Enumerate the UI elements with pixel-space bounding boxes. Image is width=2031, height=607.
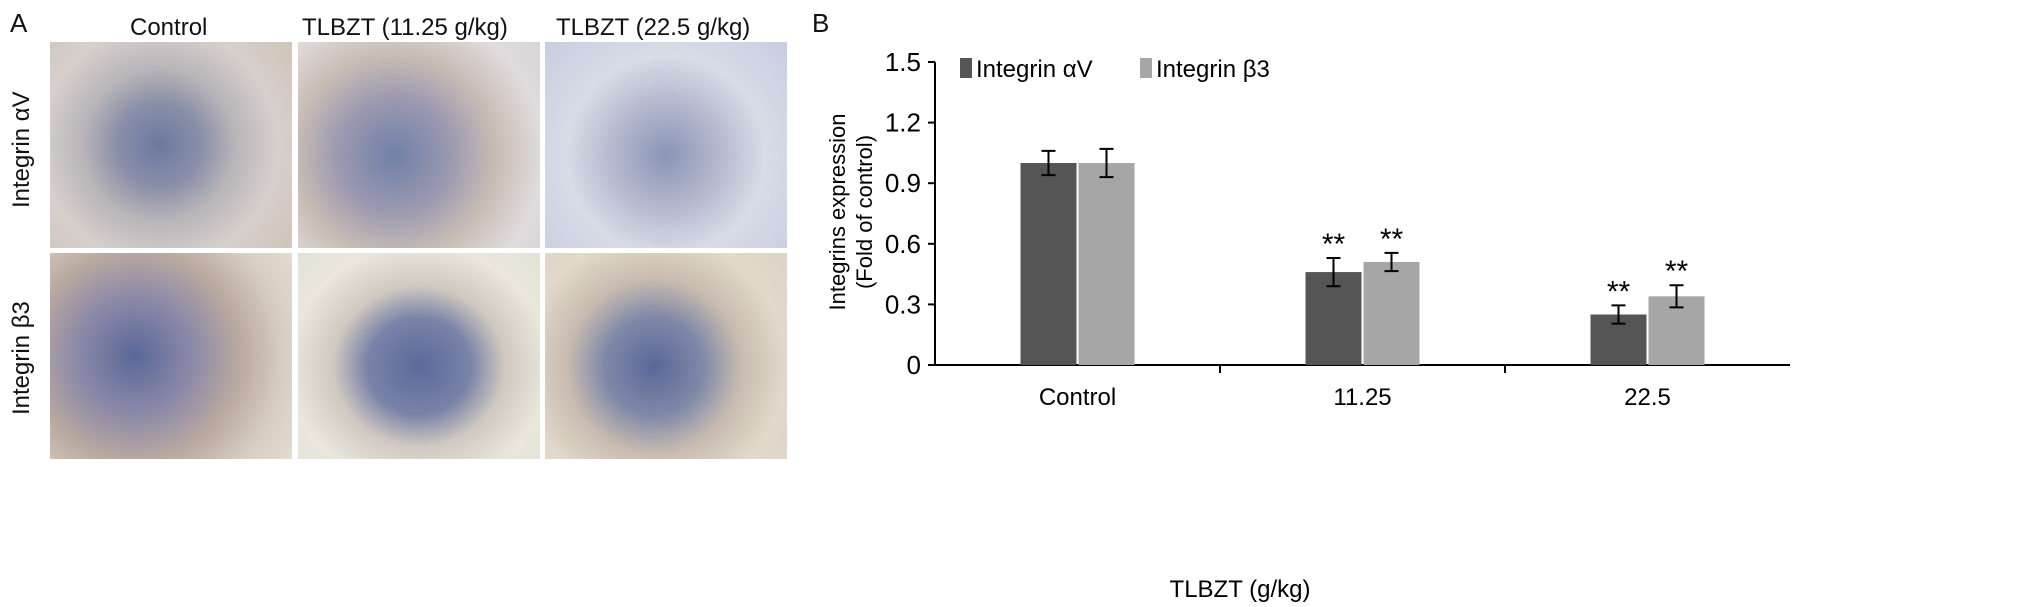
column-label-22-5: TLBZT (22.5 g/kg): [556, 14, 751, 41]
bar: [1305, 272, 1362, 365]
micrograph-11-25-integrin-b3: [298, 253, 540, 459]
legend-swatch-integrin-av: [960, 58, 972, 78]
x-tick-label: 11.25: [1333, 384, 1391, 411]
error-bar: [1384, 251, 1399, 273]
legend-swatch-integrin-b3: [1140, 58, 1152, 78]
y-tick-label: 1.2: [885, 108, 921, 138]
significance-marker: **: [1380, 223, 1404, 256]
error-bar: [1611, 304, 1626, 325]
micrograph-22-5-integrin-av: [545, 42, 787, 248]
y-tick-label: 0.6: [885, 229, 921, 259]
bar: [1078, 163, 1135, 365]
error-bar: [1326, 256, 1341, 288]
y-axis-label-line2: (Fold of control): [852, 135, 877, 289]
legend-label-integrin-b3: Integrin β3: [1156, 56, 1270, 83]
error-bar: [1669, 284, 1684, 309]
bar: [1020, 163, 1077, 365]
micrograph-control-integrin-b3: [50, 253, 292, 459]
significance-marker: **: [1665, 255, 1689, 288]
y-tick-label: 0.3: [885, 289, 921, 319]
y-tick-label: 1.5: [885, 47, 921, 77]
micrograph-control-integrin-av: [50, 42, 292, 248]
micrograph-11-25-integrin-av: [298, 42, 540, 248]
significance-marker: **: [1607, 275, 1631, 308]
x-tick-label: Control: [1039, 384, 1116, 411]
y-tick-label: 0: [907, 350, 921, 380]
y-tick-label: 0.9: [885, 168, 921, 198]
x-axis-label: TLBZT (g/kg): [1170, 576, 1311, 603]
column-label-control: Control: [130, 14, 208, 41]
significance-marker: **: [1322, 228, 1346, 261]
error-bar: [1041, 149, 1056, 177]
panel-b-label: B: [812, 8, 830, 38]
legend-label-integrin-av: Integrin αV: [976, 56, 1093, 83]
column-label-11-25: TLBZT (11.25 g/kg): [302, 14, 508, 41]
x-tick-label: 22.5: [1624, 384, 1671, 411]
panel-a-label: A: [10, 8, 28, 38]
error-bar: [1099, 147, 1114, 179]
bar: [1363, 261, 1420, 365]
micrograph-22-5-integrin-b3: [545, 253, 787, 459]
y-axis-label-line1: Integrins expression: [825, 114, 850, 311]
